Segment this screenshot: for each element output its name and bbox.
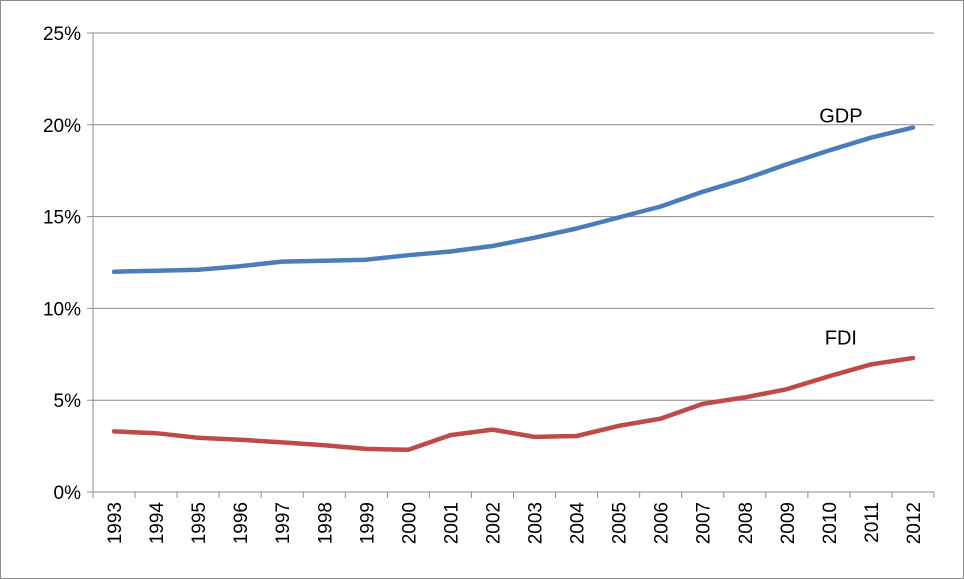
x-tick-label: 2002 xyxy=(483,502,504,544)
x-tick-label: 2001 xyxy=(441,502,462,544)
tick-labels: 0% 5% 10% 15% 20% 25% 1993 1994 1995 1996 1997 1998… xyxy=(43,24,925,544)
x-tick-label: 1993 xyxy=(105,502,126,544)
x-tick-label: 1998 xyxy=(315,502,336,544)
x-tick-label: 2010 xyxy=(820,502,841,544)
y-tick-label: 15% xyxy=(43,208,81,229)
series-label-fdi: FDI xyxy=(825,327,857,349)
gridlines xyxy=(93,32,934,401)
x-tick-label: 1999 xyxy=(357,502,378,544)
axes xyxy=(87,32,935,498)
x-tick-label: 2011 xyxy=(862,502,883,543)
y-tick-label: 5% xyxy=(54,391,82,412)
series-label-gdp: GDP xyxy=(819,106,862,128)
x-tick-label: 1994 xyxy=(147,502,168,545)
x-tick-label: 1995 xyxy=(189,502,210,544)
x-tick-label: 2006 xyxy=(652,502,673,544)
y-tick-label: 10% xyxy=(43,299,81,320)
x-tick-label: 1997 xyxy=(273,502,294,544)
x-tick-label: 2004 xyxy=(568,502,589,545)
x-tick-label: 2003 xyxy=(526,502,547,544)
x-tick-label: 2012 xyxy=(904,502,925,544)
series-lines xyxy=(111,125,916,453)
x-tick-label: 2008 xyxy=(736,502,757,544)
x-tick-label: 1996 xyxy=(231,502,252,544)
x-tick-label: 2005 xyxy=(610,502,631,544)
x-tick-label: 2000 xyxy=(399,502,420,544)
y-tick-label: 25% xyxy=(43,24,81,45)
y-tick-label: 20% xyxy=(43,116,81,137)
x-tick-label: 2007 xyxy=(694,502,715,544)
y-tick-label: 0% xyxy=(54,483,82,504)
series-line-gdp xyxy=(111,125,916,274)
x-tick-label: 2009 xyxy=(778,502,799,544)
series-line-fdi xyxy=(111,355,916,453)
